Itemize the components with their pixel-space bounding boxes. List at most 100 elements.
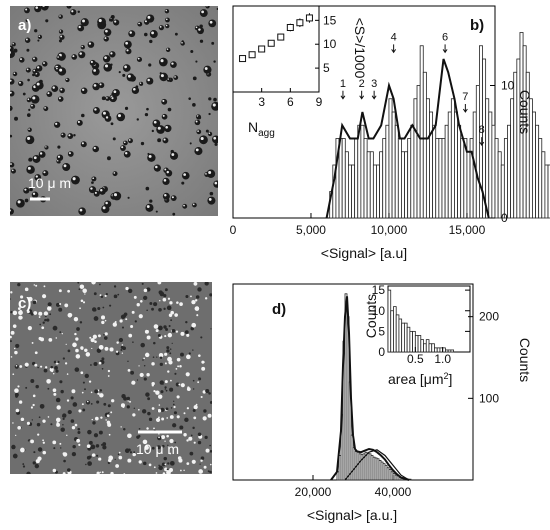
particle-highlight bbox=[146, 205, 150, 208]
particle-dot bbox=[113, 285, 117, 288]
particle-dot bbox=[151, 384, 154, 387]
particle-highlight bbox=[93, 146, 96, 150]
particle-highlight bbox=[111, 97, 114, 100]
particle-dot bbox=[155, 472, 158, 474]
particle-dot bbox=[188, 97, 191, 100]
particle-dot bbox=[158, 290, 163, 295]
particle-dot bbox=[17, 307, 21, 310]
particle-highlight bbox=[195, 148, 199, 152]
particle-dot bbox=[171, 329, 176, 333]
particle-highlight bbox=[79, 52, 82, 55]
particle-dot bbox=[153, 427, 155, 430]
particle-dot bbox=[169, 348, 172, 350]
particle-dot bbox=[192, 408, 196, 412]
chart-b-bar bbox=[369, 151, 374, 219]
particle-dot bbox=[48, 337, 53, 342]
particle-dot bbox=[100, 295, 104, 299]
chart-b-inset-point bbox=[267, 39, 275, 47]
particle-dot bbox=[72, 402, 78, 407]
particle-dot bbox=[169, 352, 172, 355]
particle-dot bbox=[174, 372, 177, 375]
particle-dot bbox=[58, 307, 63, 312]
particle-highlight bbox=[68, 134, 71, 137]
particle-highlight bbox=[125, 41, 129, 45]
particle-highlight bbox=[201, 10, 204, 14]
chart-b-bar bbox=[450, 98, 455, 219]
particle-dot bbox=[67, 312, 73, 318]
particle-dot bbox=[131, 382, 133, 385]
particle-dot bbox=[97, 334, 101, 338]
chart-d-inset-bar bbox=[417, 335, 422, 353]
particle-dot bbox=[165, 389, 168, 392]
particle-dot bbox=[139, 372, 144, 378]
chart-b-xtick-label: 10,000 bbox=[371, 223, 408, 237]
particle-dot bbox=[204, 435, 208, 440]
particle-dot bbox=[207, 413, 212, 418]
particle-dot bbox=[138, 365, 140, 367]
particle-highlight bbox=[90, 60, 93, 64]
particle-dot bbox=[25, 18, 29, 23]
particle-dot bbox=[208, 97, 212, 101]
particle-dot bbox=[28, 157, 33, 162]
particle-dot bbox=[210, 328, 212, 330]
particle-dot bbox=[34, 351, 38, 355]
chart-b-bar bbox=[475, 85, 480, 219]
particle-highlight bbox=[39, 152, 43, 155]
chart-d-inset-bar bbox=[387, 289, 392, 353]
particle-dot bbox=[166, 468, 169, 471]
particle-highlight bbox=[72, 177, 76, 181]
chart-b-bar bbox=[444, 124, 449, 219]
particle-dot bbox=[70, 419, 75, 423]
particle-dot bbox=[146, 427, 149, 430]
chart-b-inset-point bbox=[286, 24, 294, 31]
particle-dot bbox=[213, 97, 217, 102]
particle-dot bbox=[136, 303, 140, 307]
particle-dot bbox=[20, 417, 25, 422]
particle-dot bbox=[89, 336, 92, 339]
particle-dot bbox=[149, 39, 153, 44]
particle-dot bbox=[119, 319, 123, 323]
particle-dot bbox=[79, 321, 83, 324]
particle-dot bbox=[78, 443, 81, 446]
particle-dot bbox=[75, 348, 79, 353]
particle-dot bbox=[60, 389, 64, 394]
particle-dot bbox=[207, 470, 210, 473]
particle-dot bbox=[81, 391, 84, 394]
particle-dot bbox=[169, 452, 172, 455]
particle-dot bbox=[169, 387, 174, 392]
particle-dot bbox=[99, 294, 102, 297]
particle-dot bbox=[132, 341, 134, 343]
particle-dot bbox=[18, 400, 23, 404]
particle-dot bbox=[75, 354, 81, 359]
particle-dot bbox=[127, 196, 130, 199]
particle-dot bbox=[110, 411, 113, 414]
particle-dot bbox=[62, 417, 65, 420]
particle-highlight bbox=[162, 99, 165, 102]
particle-highlight bbox=[10, 163, 12, 165]
particle-highlight bbox=[113, 172, 116, 174]
particle-highlight bbox=[104, 64, 109, 68]
particle-dot bbox=[62, 413, 67, 418]
particle-dot bbox=[104, 319, 107, 322]
particle-highlight bbox=[166, 170, 169, 174]
particle-dot bbox=[100, 416, 103, 419]
particle-dot bbox=[131, 310, 135, 314]
particle-dot bbox=[166, 417, 168, 419]
chart-b-bar bbox=[460, 138, 465, 219]
particle-highlight bbox=[165, 18, 168, 21]
particle-dot bbox=[87, 429, 92, 435]
particle-dot bbox=[42, 294, 47, 299]
particle-dot bbox=[27, 326, 32, 331]
particle-dot bbox=[15, 408, 20, 413]
particle-dot bbox=[201, 366, 206, 371]
particle-dot bbox=[163, 293, 167, 298]
particle-dot bbox=[109, 347, 114, 352]
particle-highlight bbox=[183, 173, 186, 176]
particle-highlight bbox=[164, 168, 167, 171]
particle-dot bbox=[105, 419, 107, 421]
particle-dot bbox=[74, 332, 77, 336]
chart-d-inset-bar bbox=[406, 326, 411, 353]
chart-d-inset-bar bbox=[393, 306, 397, 353]
particle-dot bbox=[161, 417, 165, 421]
particle-highlight bbox=[104, 56, 107, 59]
